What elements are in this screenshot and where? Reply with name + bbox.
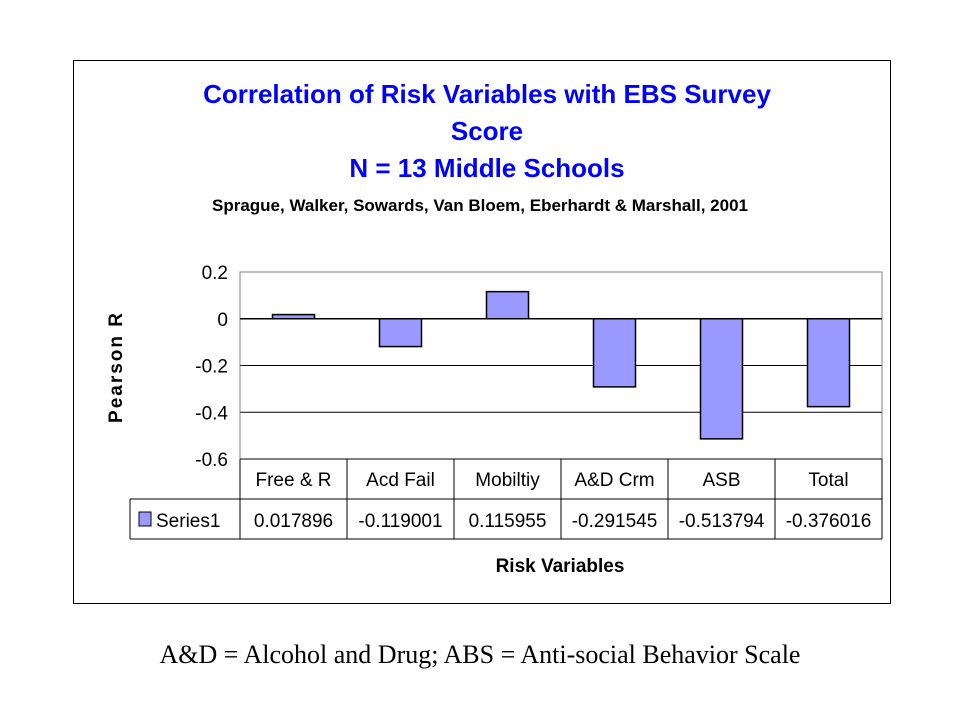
y-tick-label: 0.2 <box>202 263 228 284</box>
chart-frame: Correlation of Risk Variables with EBS S… <box>73 60 891 604</box>
x-axis-title: Risk Variables <box>496 556 625 577</box>
bar-1 <box>378 318 423 348</box>
y-axis-title: Pearson R <box>106 311 127 423</box>
data-label: 0.017896 <box>254 511 333 532</box>
data-label: -0.291545 <box>572 511 658 532</box>
y-tick-label: -0.6 <box>195 450 228 471</box>
chart-title-line-2: Score <box>451 116 523 146</box>
category-label: A&D Crm <box>574 470 654 491</box>
chart-title-line-1: Correlation of Risk Variables with EBS S… <box>203 79 771 109</box>
category-label: Mobiltiy <box>475 470 540 491</box>
bar-chart: Correlation of Risk Variables with EBS S… <box>106 79 883 577</box>
bar-4 <box>699 318 744 440</box>
y-tick-label: 0 <box>217 310 228 331</box>
data-label: -0.376016 <box>786 511 872 532</box>
legend-label: Series1 <box>156 511 220 532</box>
chart-subtitle: Sprague, Walker, Sowards, Van Bloem, Ebe… <box>212 196 748 215</box>
y-tick-label: -0.4 <box>195 403 228 424</box>
bar-5 <box>806 318 851 408</box>
bar-2 <box>485 290 530 320</box>
y-tick-label: -0.2 <box>195 357 228 378</box>
data-label: 0.115955 <box>469 511 547 532</box>
category-label: Acd Fail <box>366 470 435 491</box>
bar-3 <box>592 318 637 388</box>
bar-0 <box>271 313 316 320</box>
legend-swatch <box>138 511 152 527</box>
data-label: -0.513794 <box>679 511 765 532</box>
category-label: Total <box>808 470 848 491</box>
category-label: Free & R <box>255 470 331 491</box>
caption: A&D = Alcohol and Drug; ABS = Anti-socia… <box>159 640 801 669</box>
chart-title-line-3: N = 13 Middle Schools <box>349 153 624 183</box>
category-label: ASB <box>702 470 740 491</box>
data-label: -0.119001 <box>358 511 442 532</box>
